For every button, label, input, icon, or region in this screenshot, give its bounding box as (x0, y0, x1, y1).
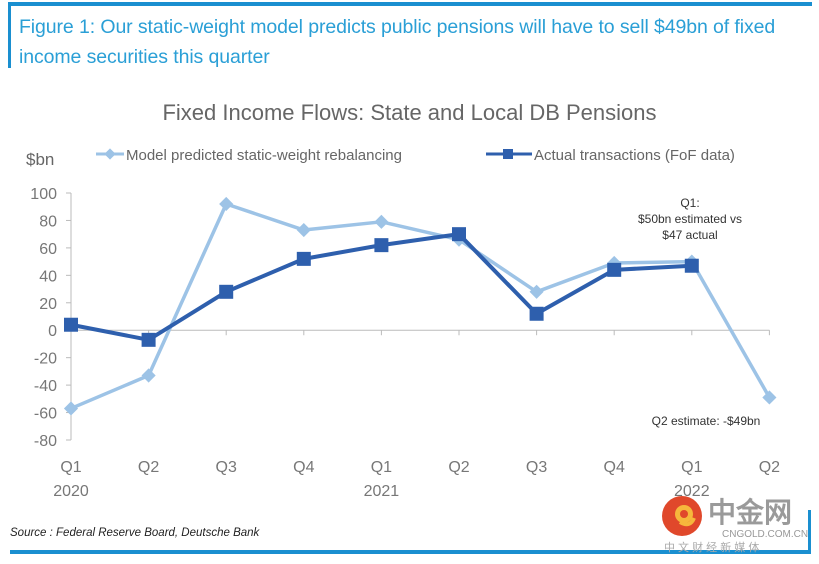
data-point-model (762, 390, 777, 405)
data-point-actual (141, 332, 156, 347)
legend-item-model: Model predicted static-weight rebalancin… (96, 147, 402, 164)
annotation-q2: Q2 estimate: -$49bn (652, 414, 761, 428)
legend-square-marker-icon (503, 149, 513, 159)
data-point-model (219, 196, 234, 212)
figure-title: Figure 1: Our static-weight model predic… (19, 16, 776, 68)
data-point-model (529, 284, 544, 299)
legend-diamond-marker-icon (104, 148, 116, 160)
y-tick-label: 20 (39, 296, 57, 313)
y-tick-label: -60 (34, 406, 57, 423)
x-tick-label: Q4 (604, 459, 625, 476)
watermark-brand: 中金网 (708, 496, 792, 528)
series-layer (63, 196, 777, 416)
annotation-q1: Q1: (680, 196, 699, 210)
data-point-model (63, 401, 79, 416)
frame-top-border (8, 2, 812, 6)
x-tick-label: Q1 (60, 459, 81, 476)
x-tick-label: Q1 (681, 459, 702, 476)
y-tick-label: 100 (30, 186, 57, 203)
data-point-actual (684, 258, 699, 273)
y-tick-label: 60 (39, 241, 57, 258)
y-tick-label: -20 (34, 351, 57, 368)
x-tick-label: Q3 (526, 459, 547, 476)
chart-title: Fixed Income Flows: State and Local DB P… (162, 100, 657, 125)
data-point-model (374, 214, 389, 229)
y-tick-label: 80 (39, 213, 57, 230)
series-line-model (70, 202, 771, 411)
x-tick-label: Q1 (371, 459, 392, 476)
x-tick-label: Q2 (448, 459, 469, 476)
x-year-label: 2022 (674, 483, 710, 500)
watermark-logo: 中金网 CNGOLD.COM.CN 中 文 财 经 新 媒 体 (660, 494, 812, 554)
data-point-actual (296, 251, 311, 266)
legend-label-model: Model predicted static-weight rebalancin… (126, 147, 402, 164)
source-note: Source : Federal Reserve Board, Deutsche… (10, 527, 260, 539)
frame-right-border (808, 510, 811, 554)
annotation-q1: $50bn estimated vs (638, 212, 742, 226)
frame-left-border (8, 2, 11, 68)
frame-bottom-border (10, 550, 810, 554)
x-year-label: 2021 (364, 483, 400, 500)
x-tick-label: Q3 (216, 459, 237, 476)
y-tick-label: 0 (48, 323, 57, 340)
data-point-actual (219, 284, 234, 299)
data-point-actual (607, 262, 622, 277)
x-tick-label: Q4 (293, 459, 314, 476)
watermark-domain: CNGOLD.COM.CN (722, 529, 808, 540)
annotations: Q1: $50bn estimated vs $47 actual Q2 estima… (638, 196, 760, 428)
annotation-q1: $47 actual (662, 228, 717, 242)
data-point-model (296, 222, 311, 238)
cngold-logo-icon: 中金网 CNGOLD.COM.CN 中 文 财 经 新 媒 体 (662, 496, 808, 554)
y-tick-label: -80 (34, 433, 57, 450)
data-point-actual (64, 317, 78, 332)
data-point-actual (529, 306, 544, 321)
legend: $bn Model predicted static-weight rebala… (26, 147, 735, 169)
data-point-model (141, 368, 156, 383)
y-axis-unit-label: $bn (26, 150, 54, 169)
y-tick-label: -40 (34, 378, 57, 395)
watermark-tagline: 中 文 财 经 新 媒 体 (664, 540, 759, 554)
x-year-label: 2020 (53, 483, 89, 500)
x-tick-label: Q2 (759, 459, 780, 476)
line-chart: $bn Model predicted static-weight rebala… (26, 147, 780, 500)
x-tick-label: Q2 (138, 459, 159, 476)
data-point-actual (374, 238, 389, 253)
legend-item-actual: Actual transactions (FoF data) (486, 147, 735, 164)
y-tick-label: 40 (39, 268, 57, 285)
data-point-actual (452, 227, 466, 242)
legend-label-actual: Actual transactions (FoF data) (534, 147, 735, 164)
